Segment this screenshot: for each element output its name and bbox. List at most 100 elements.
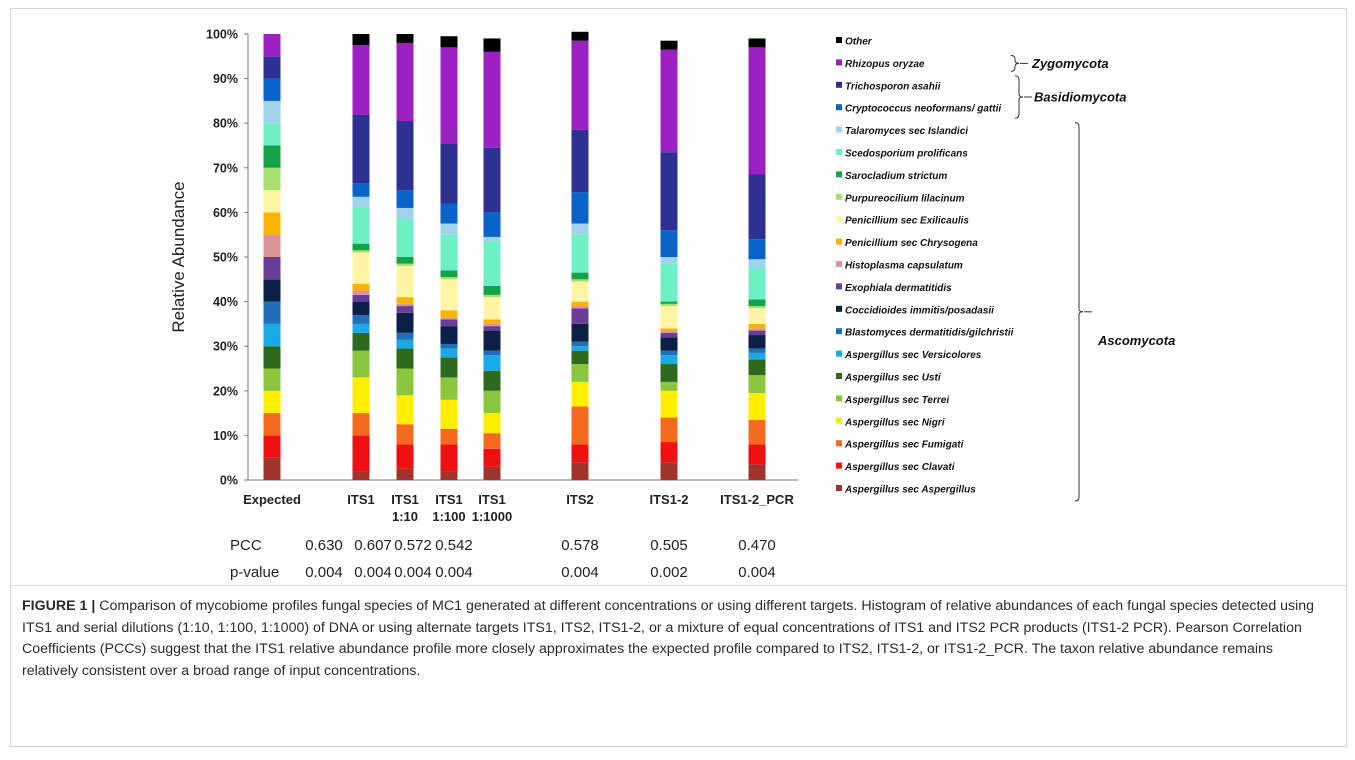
bar-segment [440, 143, 458, 204]
legend-group-brace [1074, 122, 1084, 502]
bar-segment [352, 207, 370, 244]
bar-segment [352, 435, 370, 472]
bar-segment [352, 332, 370, 351]
bar-segment [352, 377, 370, 414]
legend-swatch [836, 350, 842, 357]
bar-segment [748, 375, 766, 394]
legend-label: Exophiala dermatitidis [845, 283, 952, 294]
y-tick-label: 100% [206, 28, 238, 42]
x-category-label: ITS1 [478, 492, 505, 507]
bar-segment [396, 468, 414, 480]
legend-swatch [836, 126, 842, 133]
bar-segment [483, 390, 501, 414]
bar-segment [748, 308, 766, 324]
bar-segment [571, 279, 589, 282]
bar-segment [263, 346, 281, 369]
bar-segment [748, 393, 766, 420]
legend-label: Sarocladium strictum [845, 171, 947, 182]
pvalue-value: 0.004 [435, 564, 473, 581]
bar-segment [571, 308, 589, 324]
legend-swatch [836, 485, 842, 491]
bar-segment [660, 390, 678, 418]
bar-segment [748, 259, 766, 269]
bar-segment [660, 257, 678, 264]
bar-segment [483, 297, 501, 320]
legend-group-brace [1014, 75, 1024, 119]
bar-segment [352, 34, 370, 46]
bar-segment [571, 192, 589, 224]
bar-segment [440, 277, 458, 280]
legend-label: Aspergillus sec Fumigati [844, 440, 964, 451]
bar-segment [748, 174, 766, 240]
bar-segment [352, 196, 370, 208]
bar-segment [396, 190, 414, 208]
bar-segment [571, 406, 589, 445]
bar-segment [483, 212, 501, 237]
x-category-label: Expected [243, 492, 301, 507]
bar-segment [352, 294, 370, 302]
bar-segment [440, 310, 458, 318]
legend-swatch [836, 216, 842, 223]
bar-segment [748, 268, 766, 300]
bar-segment [748, 419, 766, 445]
bar-segment [483, 355, 501, 371]
bar-segment [263, 234, 281, 257]
bar-segment [571, 129, 589, 193]
x-category-label: ITS1-2 [649, 492, 688, 507]
bar-segment [571, 40, 589, 130]
bar-segment [440, 36, 458, 48]
bar-segment [483, 285, 501, 295]
bar-segment [440, 399, 458, 429]
bar-segment [396, 207, 414, 220]
legend-label: Trichosporon asahii [845, 81, 941, 92]
bar-segment [571, 381, 589, 407]
y-tick-label: 0% [220, 474, 238, 488]
bar-segment [352, 252, 370, 284]
bar-segment [396, 34, 414, 43]
bar-segment [483, 323, 501, 327]
y-tick-label: 10% [213, 429, 238, 443]
bar-segment [483, 51, 501, 148]
bar-segment [352, 471, 370, 480]
bar-segment [352, 413, 370, 436]
x-category-label: ITS1 [347, 492, 374, 507]
bar-segment [396, 120, 414, 191]
bar-segment [263, 167, 281, 191]
legend-label: Aspergillus sec Terrei [844, 395, 949, 406]
legend-label: Penicillium sec Exilicaulis [845, 216, 969, 227]
pcc-row-label: PCC [230, 537, 262, 554]
pvalue-value: 0.004 [354, 564, 392, 581]
pvalue-value: 0.004 [738, 564, 776, 581]
y-tick-label: 90% [213, 72, 238, 86]
bar-segment [571, 223, 589, 235]
bar-segment [396, 424, 414, 445]
bar-segment [263, 212, 281, 235]
bar-segment [352, 290, 370, 295]
legend-swatch [836, 238, 842, 245]
bar-segment [748, 348, 766, 353]
legend-swatch [836, 104, 842, 111]
pcc-value: 0.470 [738, 537, 776, 554]
bar-segment [440, 444, 458, 472]
bar-segment [483, 147, 501, 213]
bar-segment [440, 377, 458, 400]
bar-segment [440, 326, 458, 344]
bar-segment [396, 368, 414, 396]
legend-label: Other [845, 37, 873, 48]
stacked-bar-chart: 0% 10% 20% 30% 40% 50% 60% 70% 80% 90% 100% Relativ… [169, 28, 1175, 582]
bar-segment [483, 326, 501, 331]
caption-divider [10, 585, 1346, 586]
bar-segment [263, 457, 281, 480]
legend-label: Penicillium sec Chrysogena [845, 238, 978, 249]
bar-segment [483, 38, 501, 52]
bar-segment [352, 183, 370, 197]
bar-segment [748, 359, 766, 376]
bar-segment [396, 303, 414, 307]
bar-segment [396, 265, 414, 298]
pvalue-value: 0.004 [305, 564, 343, 581]
bar-segment [483, 319, 501, 324]
legend-swatch [836, 305, 842, 312]
bar-segment [263, 301, 281, 324]
bar-segment [660, 152, 678, 231]
